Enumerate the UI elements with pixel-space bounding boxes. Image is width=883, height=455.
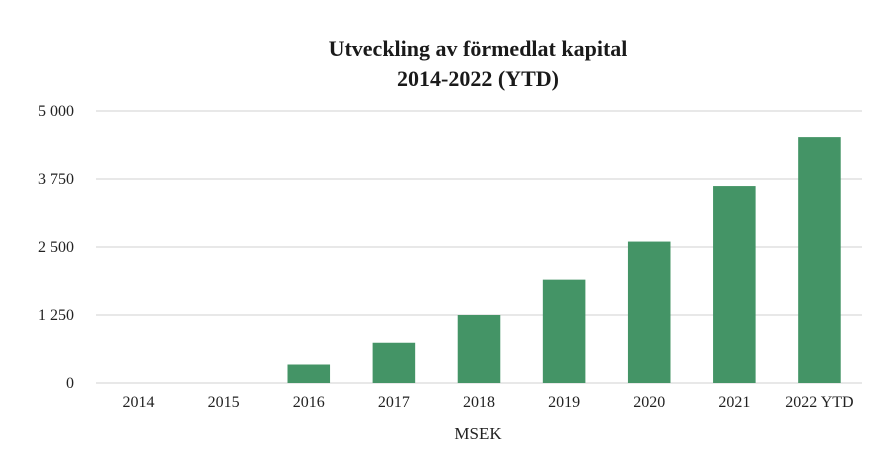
x-tick-label: 2019 — [548, 394, 580, 411]
y-tick-label: 5 000 — [38, 103, 74, 120]
bar-2018 — [457, 315, 501, 383]
x-tick-label: 2020 — [633, 394, 665, 411]
y-tick-label: 1 250 — [38, 307, 74, 324]
y-tick-label: 0 — [66, 375, 74, 392]
bar-2022-ytd — [798, 137, 841, 383]
chart-title-line-2: 2014-2022 (YTD) — [397, 66, 559, 91]
x-axis-title: MSEK — [454, 424, 502, 443]
chart-title-line-1: Utveckling av förmedlat kapital — [329, 36, 628, 61]
x-tick-label: 2018 — [463, 394, 495, 411]
bar-2017 — [372, 342, 416, 383]
x-axis-ticks: 2014 2015 2016 2017 2018 2019 2020 2021 2022 YTD — [123, 394, 854, 411]
bar-2021 — [713, 186, 756, 383]
bar-2019 — [542, 279, 586, 383]
y-axis-ticks: 0 1 250 2 500 3 750 5 000 — [38, 103, 74, 392]
x-tick-label: 2014 — [123, 394, 155, 411]
x-tick-label: 2021 — [718, 394, 750, 411]
bars — [287, 137, 841, 383]
x-tick-label: 2016 — [293, 394, 325, 411]
y-tick-label: 2 500 — [38, 239, 74, 256]
x-tick-label: 2017 — [378, 394, 410, 411]
bar-2016 — [287, 364, 331, 383]
bar-2020 — [627, 241, 671, 383]
y-tick-label: 3 750 — [38, 171, 74, 188]
x-tick-label: 2022 YTD — [785, 394, 853, 411]
x-tick-label: 2015 — [208, 394, 240, 411]
